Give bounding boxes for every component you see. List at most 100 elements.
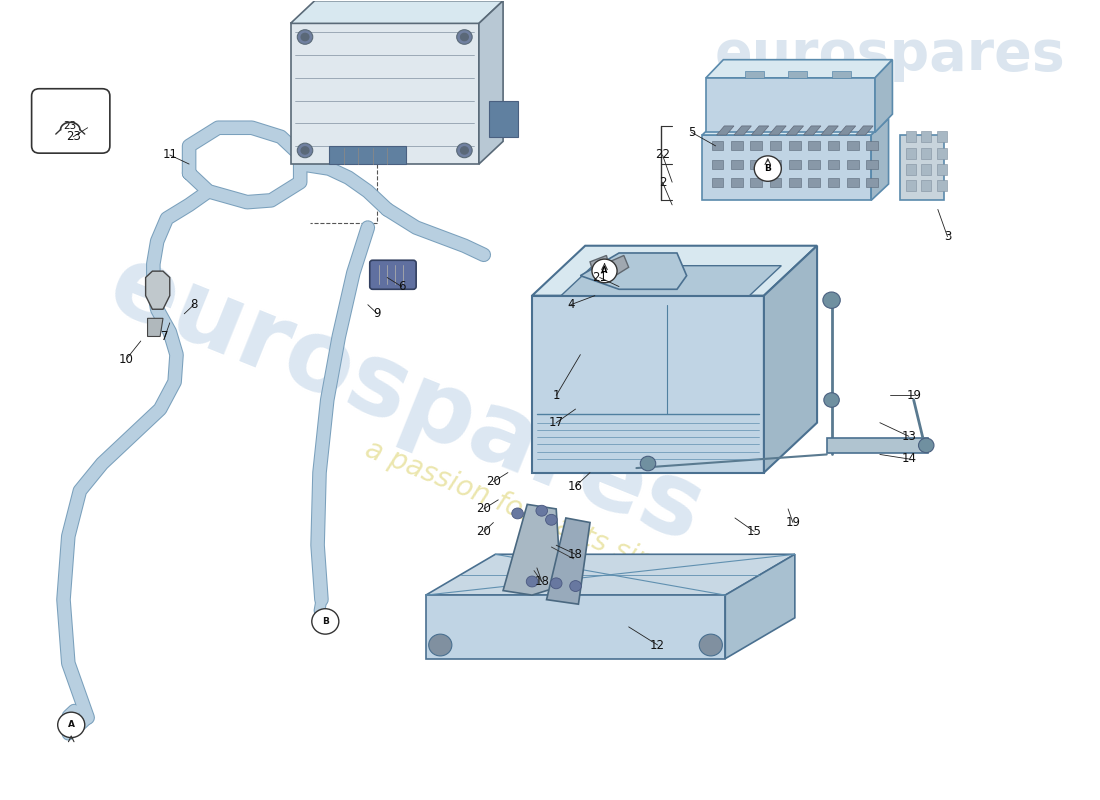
- Polygon shape: [789, 159, 801, 169]
- Circle shape: [301, 34, 309, 41]
- Polygon shape: [937, 131, 946, 142]
- Circle shape: [918, 438, 934, 453]
- Polygon shape: [426, 554, 795, 595]
- Text: 12: 12: [650, 638, 666, 651]
- Text: 21: 21: [592, 271, 607, 284]
- Polygon shape: [808, 142, 820, 150]
- Circle shape: [526, 576, 538, 587]
- Polygon shape: [827, 159, 839, 169]
- Polygon shape: [734, 126, 751, 135]
- Text: 19: 19: [906, 389, 921, 402]
- Text: 9: 9: [374, 307, 382, 320]
- Circle shape: [550, 578, 562, 589]
- Polygon shape: [581, 253, 686, 290]
- Text: 16: 16: [568, 480, 583, 493]
- Polygon shape: [808, 178, 820, 186]
- Polygon shape: [732, 178, 742, 186]
- Polygon shape: [547, 518, 590, 604]
- Polygon shape: [770, 178, 781, 186]
- Circle shape: [297, 143, 312, 158]
- Polygon shape: [906, 148, 915, 158]
- Polygon shape: [906, 164, 915, 175]
- Circle shape: [461, 147, 469, 154]
- Text: 22: 22: [654, 149, 670, 162]
- Text: A: A: [68, 720, 75, 730]
- Polygon shape: [702, 118, 889, 135]
- Text: a passion for parts since 1965: a passion for parts since 1965: [361, 435, 761, 618]
- Circle shape: [301, 147, 309, 154]
- Polygon shape: [922, 180, 931, 191]
- Polygon shape: [900, 135, 944, 200]
- Polygon shape: [821, 126, 838, 135]
- Text: 18: 18: [568, 548, 583, 561]
- Circle shape: [824, 393, 839, 407]
- Polygon shape: [789, 178, 801, 186]
- Text: 23: 23: [64, 122, 77, 131]
- Polygon shape: [769, 126, 786, 135]
- Polygon shape: [478, 1, 503, 164]
- Text: 18: 18: [535, 575, 549, 588]
- Polygon shape: [532, 296, 763, 473]
- Polygon shape: [827, 142, 839, 150]
- Text: 13: 13: [901, 430, 916, 443]
- Polygon shape: [751, 126, 769, 135]
- Polygon shape: [503, 504, 561, 595]
- Text: 6: 6: [398, 280, 406, 293]
- Polygon shape: [750, 159, 762, 169]
- Polygon shape: [847, 142, 859, 150]
- Polygon shape: [906, 180, 915, 191]
- Polygon shape: [532, 246, 817, 296]
- Polygon shape: [808, 159, 820, 169]
- Polygon shape: [725, 554, 795, 658]
- Text: 20: 20: [476, 502, 492, 515]
- Polygon shape: [838, 126, 856, 135]
- Text: 23: 23: [66, 130, 80, 143]
- Circle shape: [570, 581, 581, 591]
- Text: eurospares: eurospares: [714, 28, 1065, 82]
- Text: 19: 19: [785, 516, 801, 529]
- Text: 8: 8: [190, 298, 198, 311]
- Polygon shape: [712, 142, 724, 150]
- Polygon shape: [145, 271, 169, 310]
- Polygon shape: [832, 70, 851, 78]
- Circle shape: [429, 634, 452, 656]
- Text: 10: 10: [119, 353, 134, 366]
- Polygon shape: [712, 178, 724, 186]
- Polygon shape: [867, 159, 878, 169]
- Polygon shape: [290, 23, 478, 164]
- Circle shape: [311, 609, 339, 634]
- Polygon shape: [937, 164, 946, 175]
- Polygon shape: [702, 135, 871, 200]
- Circle shape: [592, 259, 617, 282]
- Polygon shape: [786, 126, 803, 135]
- Polygon shape: [329, 146, 407, 164]
- Polygon shape: [706, 60, 892, 78]
- Circle shape: [461, 34, 469, 41]
- Polygon shape: [770, 159, 781, 169]
- Polygon shape: [789, 142, 801, 150]
- Polygon shape: [847, 178, 859, 186]
- Polygon shape: [788, 70, 807, 78]
- Polygon shape: [561, 266, 781, 296]
- Text: 17: 17: [549, 416, 563, 429]
- Circle shape: [512, 508, 524, 519]
- Circle shape: [546, 514, 558, 526]
- Text: A: A: [602, 266, 608, 275]
- Polygon shape: [922, 148, 931, 158]
- Text: B: B: [322, 617, 329, 626]
- Polygon shape: [706, 78, 875, 132]
- Polygon shape: [290, 1, 503, 23]
- Text: 4: 4: [566, 298, 574, 311]
- Polygon shape: [716, 126, 734, 135]
- Text: 15: 15: [747, 525, 761, 538]
- Polygon shape: [937, 180, 946, 191]
- Polygon shape: [750, 142, 762, 150]
- FancyBboxPatch shape: [32, 89, 110, 153]
- Polygon shape: [426, 595, 725, 658]
- Polygon shape: [803, 126, 821, 135]
- Circle shape: [456, 30, 472, 44]
- Circle shape: [57, 712, 85, 738]
- Polygon shape: [609, 255, 629, 276]
- Polygon shape: [937, 148, 946, 158]
- Circle shape: [823, 292, 840, 308]
